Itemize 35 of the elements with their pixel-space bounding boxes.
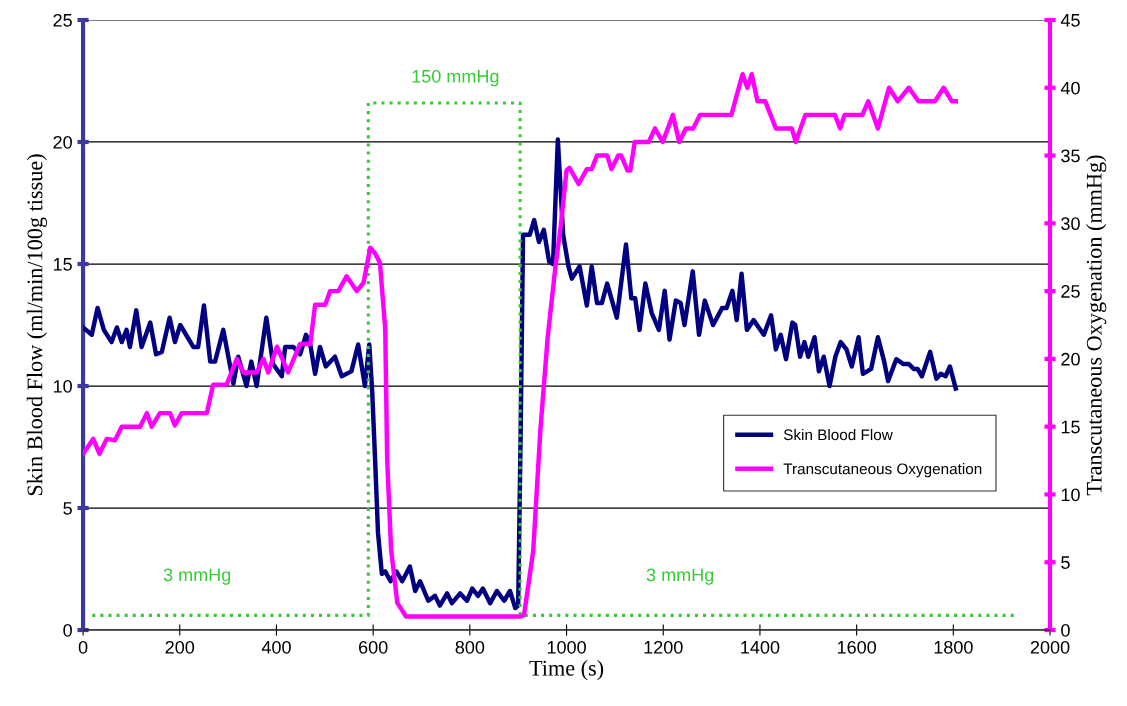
y-tick-label: 5 bbox=[63, 502, 72, 515]
y-tick-label: 25 bbox=[53, 13, 72, 27]
x-tick-label: 800 bbox=[455, 640, 485, 654]
y2-tick-label: 5 bbox=[1061, 556, 1070, 569]
x-tick-label: 600 bbox=[359, 640, 388, 654]
y2-tick-label: 35 bbox=[1061, 149, 1080, 163]
y-tick-label: 20 bbox=[53, 135, 72, 149]
x-tick-label: 2000 bbox=[1030, 640, 1070, 654]
x-tick-label: 1600 bbox=[837, 640, 877, 654]
y2-tick-label: 30 bbox=[1061, 217, 1080, 231]
y2-tick-label: 10 bbox=[1061, 488, 1080, 502]
y2-tick-label: 45 bbox=[1060, 14, 1080, 27]
y2-tick-label: 20 bbox=[1061, 352, 1080, 366]
x-axis-title: Time (s) bbox=[529, 660, 604, 681]
x-tick-label: 1200 bbox=[644, 640, 683, 654]
x-tick-label: 200 bbox=[165, 640, 195, 654]
y-tick-label: 0 bbox=[63, 623, 72, 637]
y-axis-title: Skin Blood Flow (ml/min/100g tissue) bbox=[26, 154, 48, 496]
x-tick-label: 1000 bbox=[547, 640, 586, 654]
annotation: 150 mmHg bbox=[412, 69, 499, 87]
x-tick-label: 0 bbox=[78, 640, 88, 654]
y2-tick-label: 25 bbox=[1061, 285, 1080, 298]
x-tick-label: 1400 bbox=[741, 640, 780, 654]
x-tick-label: 400 bbox=[261, 640, 291, 654]
annotation: 3 mmHg bbox=[163, 568, 231, 585]
y2-tick-label: 0 bbox=[1061, 623, 1070, 637]
legend-label: Transcutaneous Oxygenation bbox=[783, 463, 982, 478]
x-tick-label: 1800 bbox=[934, 640, 973, 654]
y-tick-label: 10 bbox=[53, 379, 72, 393]
y2-axis-title: Transcutaneous Oxygenation (mmHg) bbox=[1086, 155, 1107, 496]
legend-label: Skin Blood Flow bbox=[783, 428, 893, 441]
y2-tick-label: 40 bbox=[1060, 81, 1080, 95]
y2-tick-label: 15 bbox=[1061, 420, 1080, 434]
annotation: 3 mmHg bbox=[646, 568, 714, 585]
y-tick-label: 15 bbox=[53, 258, 72, 271]
